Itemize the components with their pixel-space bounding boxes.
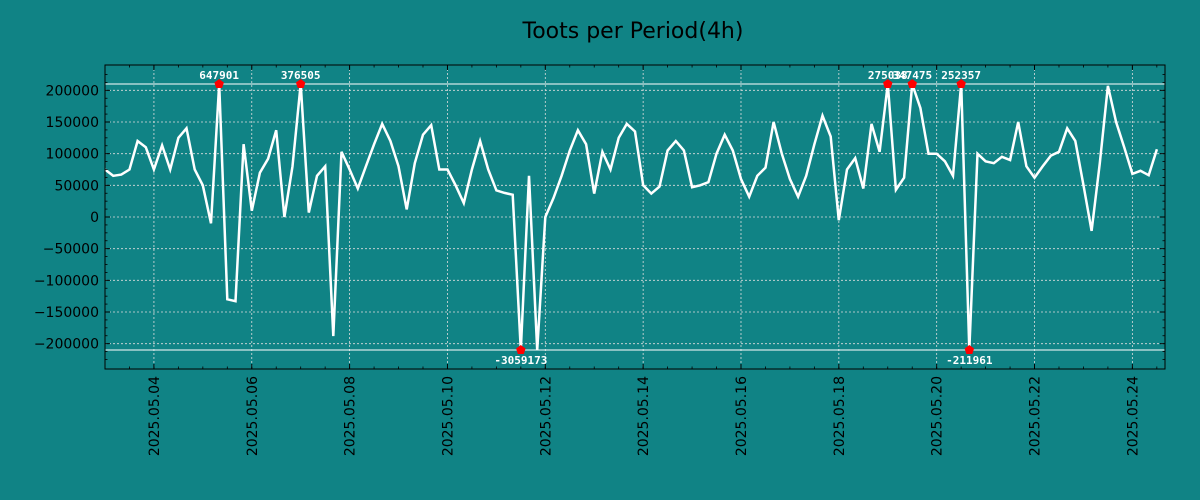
y-tick-label: 150000 (46, 115, 99, 131)
x-tick-label: 2025.05.18 (832, 376, 848, 456)
peak-annotation-label: 252357 (941, 69, 981, 82)
series-layer (104, 83, 1159, 351)
y-tick-label: 0 (90, 210, 99, 226)
x-tick-label: 2025.05.14 (636, 376, 652, 456)
peak-markers (214, 79, 975, 354)
peak-marker (516, 345, 526, 354)
peak-annotation-label: -3059173 (494, 354, 547, 367)
peak-annotation-label: 347475 (892, 69, 932, 82)
x-tick-label: 2025.05.16 (734, 376, 750, 456)
x-tick-label: 2025.05.06 (245, 376, 261, 456)
x-axis: 2025.05.04 2025.05.06 2025.05.08 2025.05.10… (104, 65, 1158, 456)
y-axis: 200000 150000 100000 50000 0 −50000 −100000 −15… (34, 74, 1165, 360)
peak-marker (907, 79, 917, 88)
clip-lines (105, 83, 1165, 351)
peak-annotation-label: -211961 (946, 354, 993, 367)
peak-annotation-label: 376505 (281, 69, 321, 82)
y-tick-label: −100000 (34, 273, 99, 289)
y-tick-label: −150000 (34, 305, 99, 321)
peak-marker (214, 79, 224, 88)
peak-marker (956, 79, 966, 88)
y-tick-label: −50000 (43, 242, 99, 258)
x-tick-label: 2025.05.22 (1028, 376, 1044, 456)
grid (105, 65, 1165, 369)
x-tick-label: 2025.05.04 (147, 376, 163, 456)
y-tick-label: 200000 (46, 83, 99, 99)
y-tick-label: 100000 (46, 147, 99, 163)
y-tick-label: −200000 (34, 337, 99, 353)
peak-marker (295, 79, 306, 88)
x-tick-label: 2025.05.12 (538, 376, 554, 456)
x-tick-label: 2025.05.20 (930, 376, 946, 456)
series-line-toots (104, 83, 1159, 351)
peak-marker (964, 345, 975, 354)
chart-title: Toots per Period(4h) (522, 19, 744, 44)
x-tick-label: 2025.05.10 (440, 376, 456, 456)
peak-marker (883, 79, 893, 88)
peak-annotation-label: 275038 (868, 69, 908, 82)
x-tick-label: 2025.05.08 (343, 376, 359, 456)
y-tick-label: 50000 (54, 178, 99, 194)
peak-annotation-label: 647901 (199, 69, 239, 82)
x-tick-label: 2025.05.24 (1125, 376, 1141, 456)
